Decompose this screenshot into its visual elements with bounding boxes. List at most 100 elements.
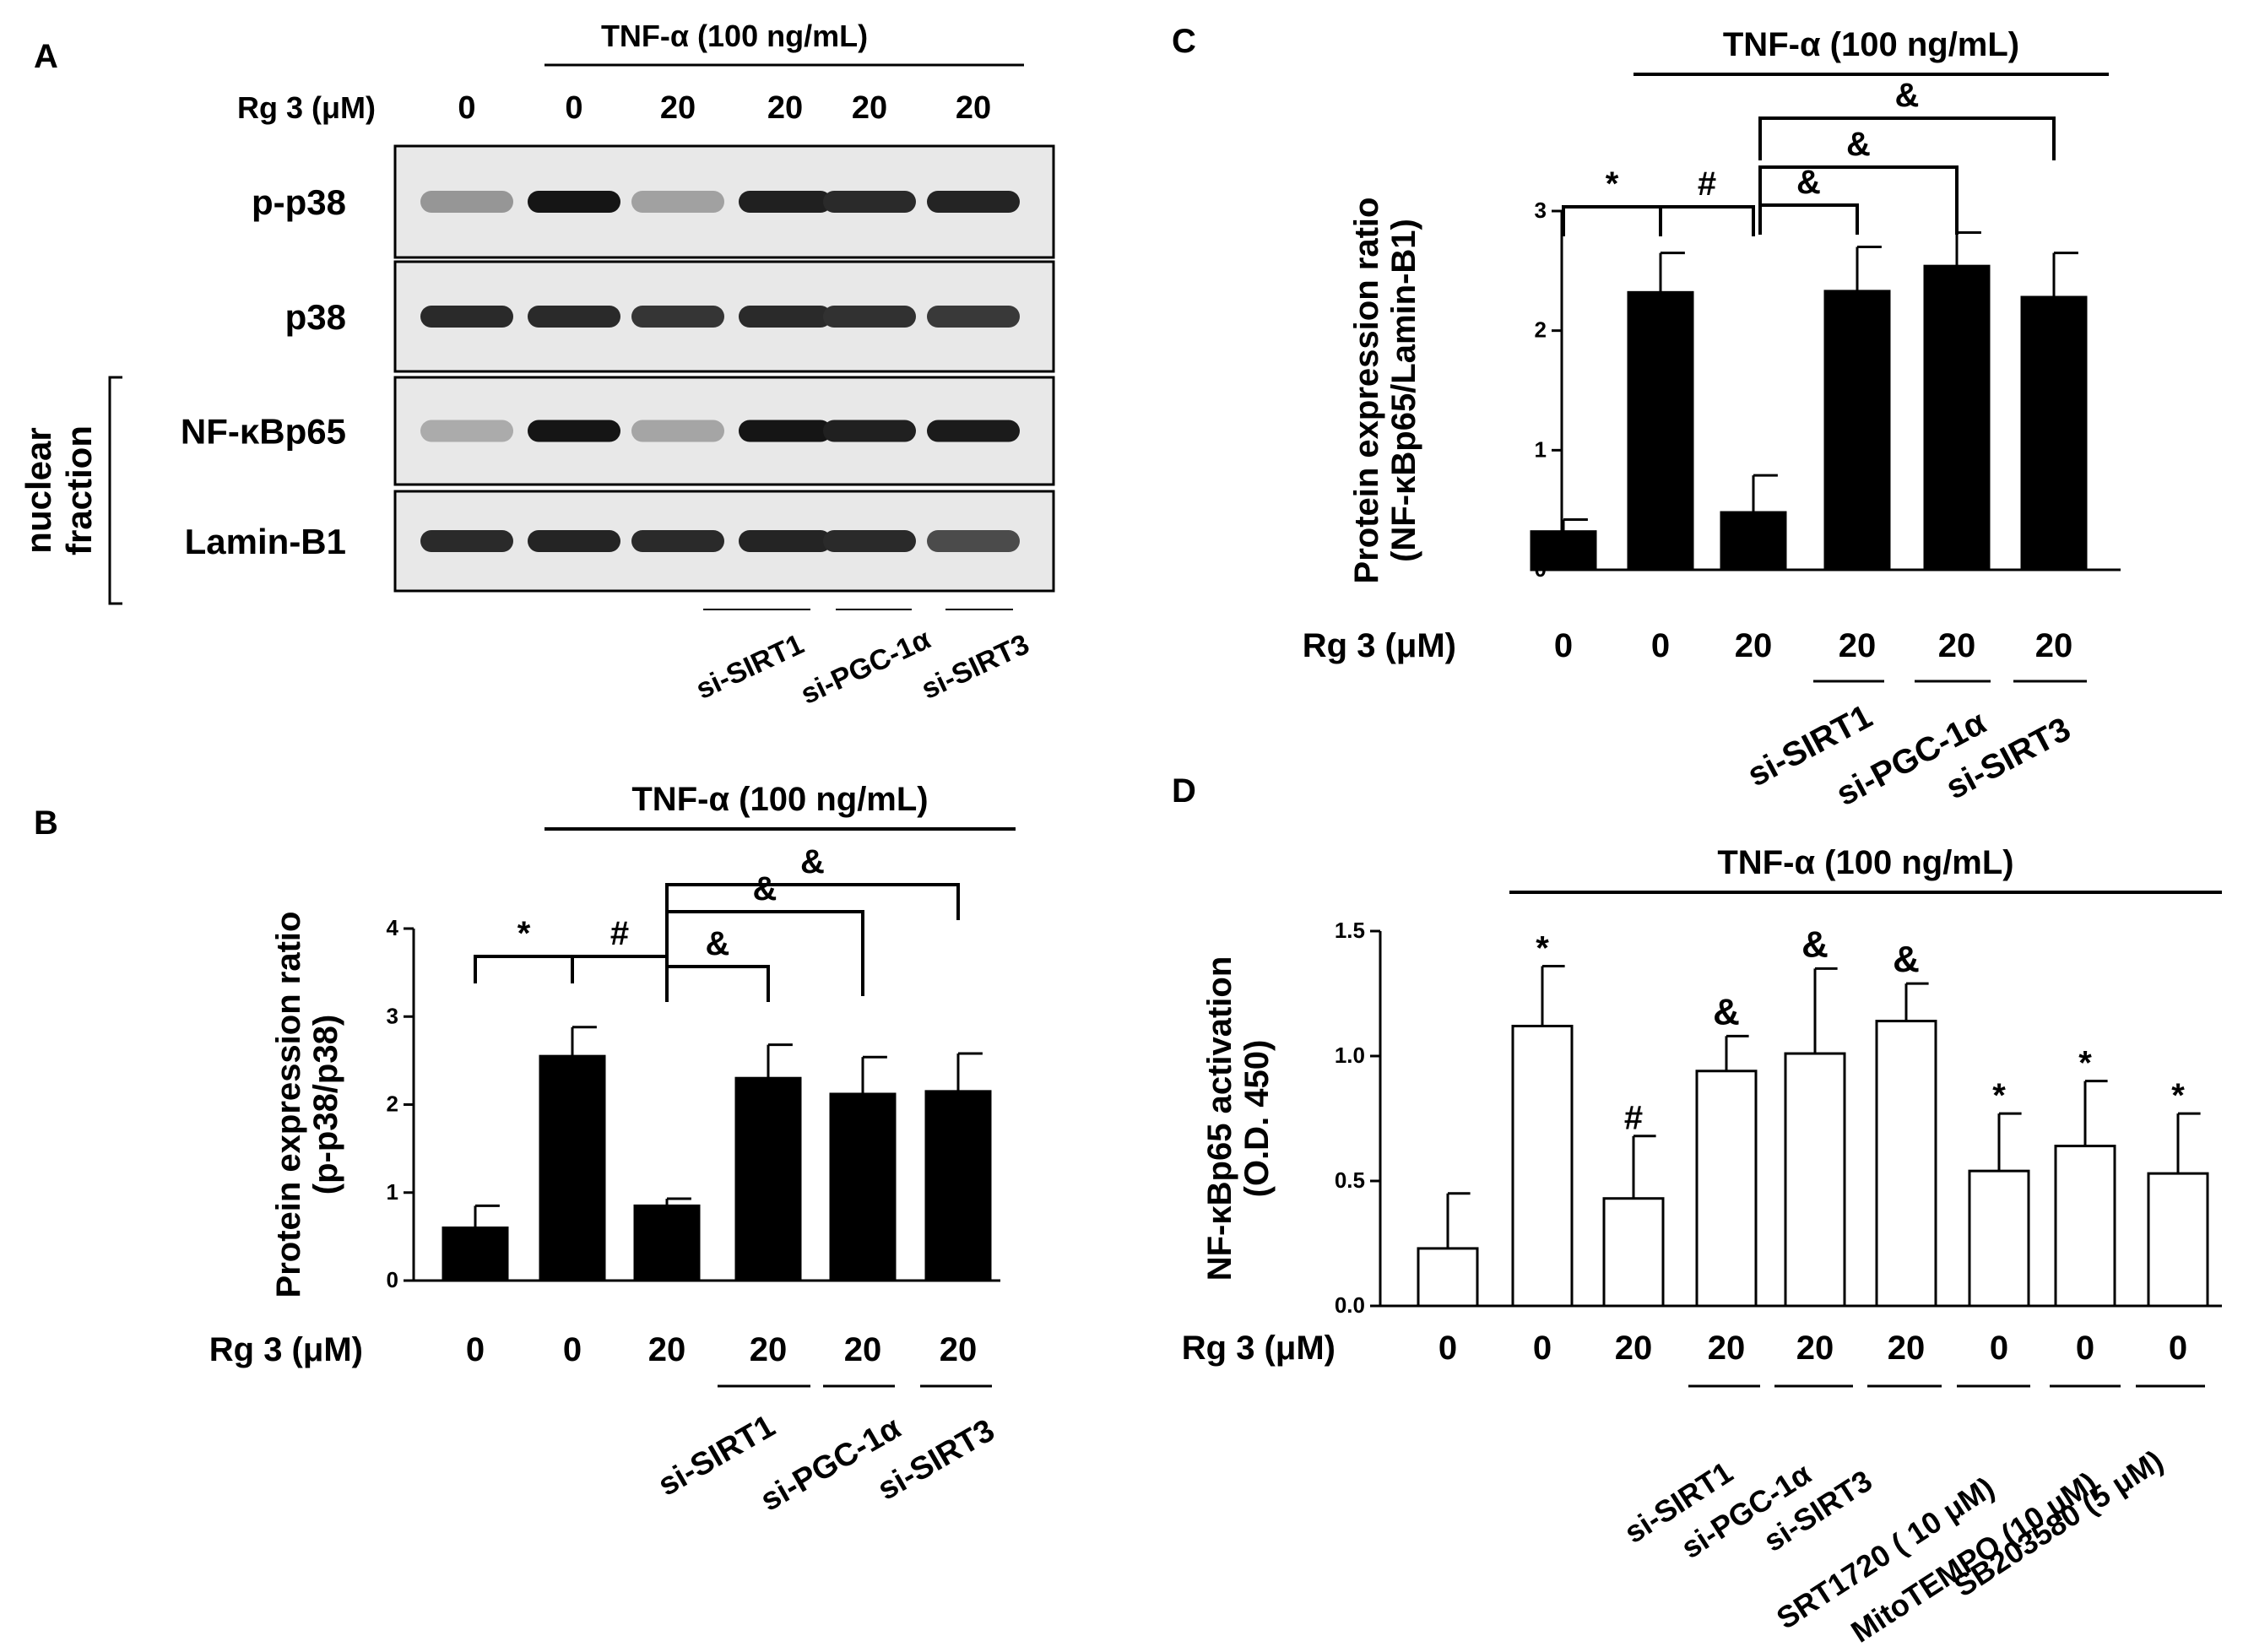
blot-treatment-label: TNF-α (100 ng/mL) — [601, 19, 868, 53]
panel-c-bar — [1720, 511, 1787, 571]
blot-band — [823, 191, 916, 213]
panel-letter-d: D — [1172, 772, 1196, 810]
panel-c-category-label: 0 — [1554, 627, 1573, 664]
blot-sirna-label: si-SIRT1 — [691, 628, 809, 706]
blot-sirna-label: si-PGC-1α — [796, 623, 935, 711]
panel-d-ylabel-sub: (O.D. 450) — [1238, 1040, 1276, 1198]
panel-b-sig-bracket — [474, 955, 574, 983]
blot-band — [528, 306, 620, 328]
panel-c-category-label: 20 — [2035, 627, 2073, 664]
panel-c-bar — [1530, 530, 1597, 571]
panel-b-category-label: 20 — [844, 1331, 882, 1368]
blot-band — [528, 191, 620, 213]
panel-c-sig-bracket-label: # — [1698, 165, 1716, 203]
panel-b-sig-bracket — [571, 955, 669, 983]
blot-dose-label: 20 — [767, 90, 803, 126]
panel-b-sig-bracket-label: & — [800, 843, 825, 880]
panel-b-category-label: 20 — [750, 1331, 788, 1368]
blot-band — [631, 420, 724, 442]
blot-band — [420, 191, 513, 213]
panel-d-category-label: 0 — [1533, 1330, 1552, 1367]
panel-c-category-label: 20 — [1735, 627, 1773, 664]
panel-c-sig-bracket — [1758, 203, 1859, 235]
panel-b-rg3-label: Rg 3 (μM) — [209, 1331, 363, 1368]
panel-c-sig-bracket — [1562, 205, 1662, 236]
fraction-label: fraction — [59, 425, 99, 555]
panel-b-bar — [539, 1054, 606, 1282]
panel-d-category-label: 0 — [2076, 1330, 2094, 1367]
panel-d-annotation: & — [1893, 939, 1920, 980]
blot-dose-label: 20 — [852, 90, 887, 126]
panel-b-y-tick-label: 2 — [387, 1091, 398, 1117]
panel-c-treatment-label: TNF-α (100 ng/mL) — [1723, 26, 2019, 63]
panel-c-bar — [1823, 290, 1891, 571]
panel-b-y-tick-label: 4 — [387, 915, 399, 940]
blot-band — [823, 306, 916, 328]
panel-b-sig-bracket-label: * — [517, 915, 531, 952]
blot-dose-label: 20 — [660, 90, 696, 126]
panel-c-y-tick-label: 1 — [1535, 436, 1547, 462]
blot-sirna-label: si-SIRT3 — [917, 628, 1034, 706]
panel-b-ylabel: Protein expression ratio — [270, 912, 307, 1298]
panel-d-treatment-label: TNF-α (100 ng/mL) — [1717, 844, 2013, 881]
panel-b-category-label: 0 — [563, 1331, 582, 1368]
blot-row-label: Lamin-B1 — [185, 522, 346, 561]
nuclear-fraction-bracket — [108, 376, 122, 605]
panel-b-sig-bracket-label: & — [753, 870, 777, 907]
blot-band — [927, 306, 1020, 328]
blot-band — [420, 306, 513, 328]
panel-d-category-label: 0 — [1438, 1330, 1457, 1367]
panel-b-sig-bracket — [665, 965, 770, 1002]
blot-band — [420, 420, 513, 442]
blot-band — [739, 306, 832, 328]
blot-rg3-label: Rg 3 (μM) — [237, 90, 376, 125]
panel-c-sig-bracket — [1758, 165, 1959, 235]
panel-d-bar — [1417, 1247, 1479, 1308]
panel-b-bar — [829, 1092, 897, 1282]
blot-band — [927, 420, 1020, 442]
panel-d-annotation: & — [1713, 991, 1740, 1032]
panel-b-sig-bracket-label: & — [706, 925, 730, 962]
blot-band — [631, 530, 724, 552]
panel-d-annotation: # — [1624, 1100, 1643, 1137]
panel-d-category-label: 0 — [1990, 1330, 2008, 1367]
panel-c-y-tick-label: 2 — [1535, 317, 1547, 343]
panel-d-bar — [1602, 1197, 1665, 1308]
panel-d-y-tick-label: 1.0 — [1335, 1043, 1365, 1068]
blot-band — [528, 530, 620, 552]
panel-c-bar — [1627, 290, 1694, 571]
blot-band — [631, 191, 724, 213]
blot-band — [927, 191, 1020, 213]
panel-c-rg3-label: Rg 3 (μM) — [1303, 627, 1456, 664]
panel-b-category-label: 0 — [466, 1331, 485, 1368]
panel-c-bar — [2020, 295, 2088, 571]
panel-d-annotation: * — [1992, 1077, 2006, 1114]
blot-row-label: p-p38 — [252, 182, 346, 222]
panel-letter-c: C — [1172, 23, 1196, 60]
panel-d-bar — [1784, 1052, 1846, 1308]
panel-d-bar — [2054, 1145, 2116, 1308]
panel-b-y-tick-label: 1 — [387, 1179, 398, 1205]
panel-d-bar — [1695, 1070, 1758, 1308]
blot-band — [528, 420, 620, 442]
panel-b-sig-bracket-label: # — [610, 915, 629, 952]
panel-c-sig-bracket — [1758, 116, 2056, 160]
panel-d-rg3-label: Rg 3 (μM) — [1182, 1330, 1336, 1367]
panel-d-y-tick-label: 1.5 — [1335, 918, 1365, 943]
panel-b-category-label: 20 — [648, 1331, 686, 1368]
panel-c-sig-bracket-label: & — [1796, 164, 1821, 201]
blot-band — [823, 420, 916, 442]
panel-b-sig-bracket — [665, 883, 960, 920]
panel-d-annotation: * — [2078, 1045, 2092, 1082]
panel-b-y-tick-label: 0 — [387, 1267, 398, 1292]
panel-d-ylabel: NF-κBp65 activation — [1201, 956, 1238, 1281]
panel-d-treatment-label: SB203580 (5 μM) — [1948, 1443, 2169, 1603]
panel-d-category-label: 0 — [2169, 1330, 2187, 1367]
panel-d-category-label: 20 — [1796, 1330, 1834, 1367]
nuclear-label: nuclear — [19, 427, 58, 553]
blot-band — [420, 530, 513, 552]
panel-d-bar — [1511, 1024, 1574, 1308]
panel-c-bar — [1923, 264, 1991, 571]
panel-b-ylabel-sub: (p-p38/p38) — [307, 1015, 344, 1194]
blot-band — [739, 420, 832, 442]
